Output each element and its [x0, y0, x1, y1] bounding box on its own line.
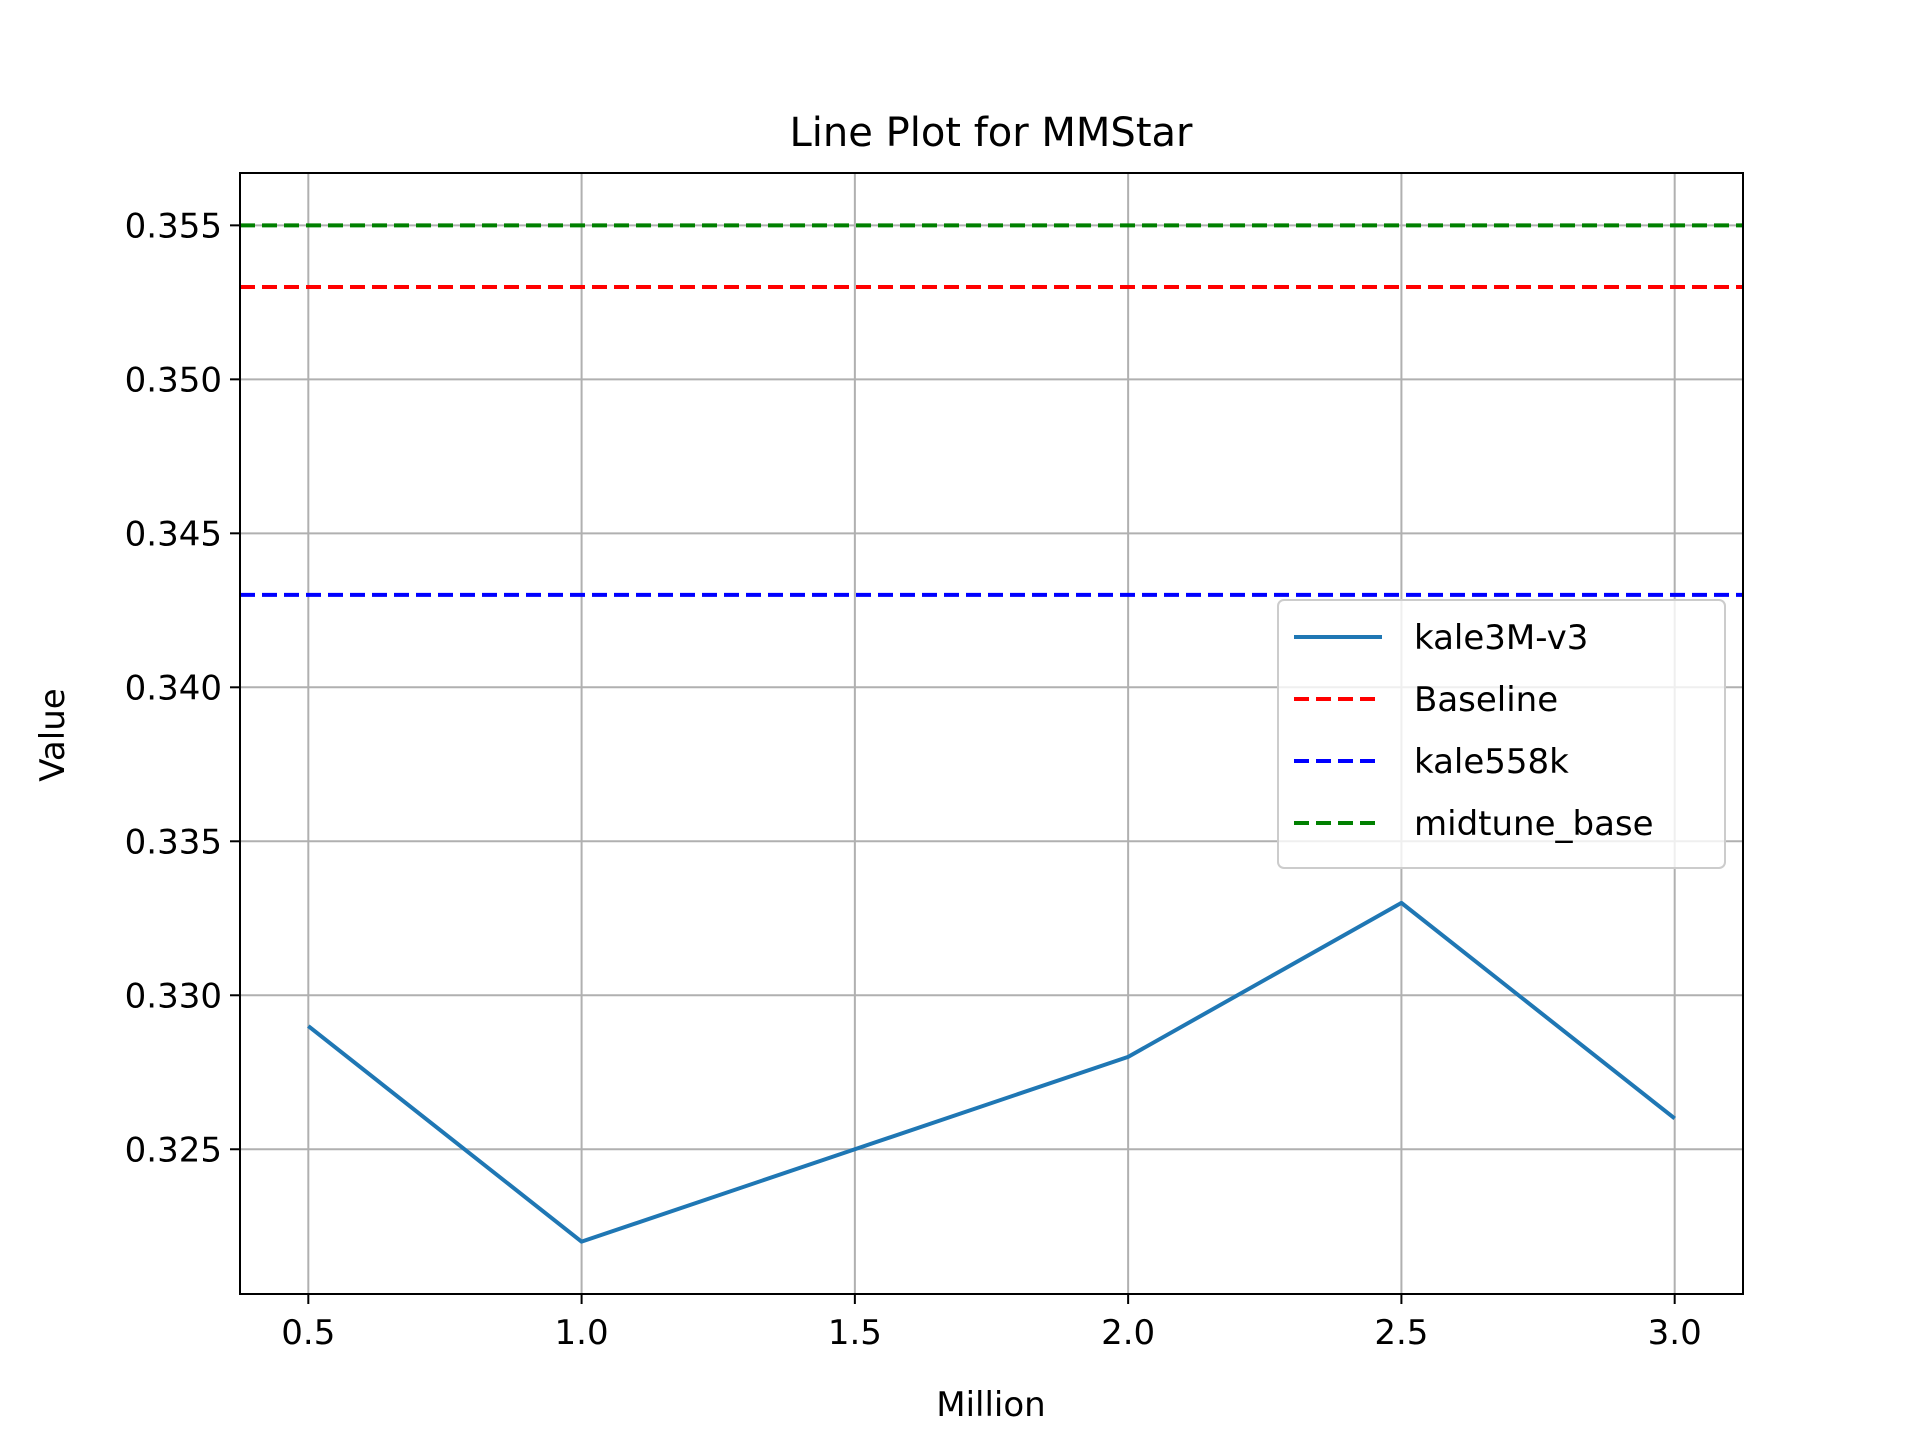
y-tick-label: 0.345 [125, 514, 222, 554]
series-line-kale3m-v3 [307, 900, 1676, 1244]
reference-lines [240, 223, 1743, 597]
y-tick-label: 0.340 [125, 668, 222, 708]
x-tick-label: 1.0 [555, 1313, 609, 1353]
x-tick-label: 1.5 [828, 1313, 882, 1353]
legend-items: kale3M-v3 Baseline kale558k midtune_base [1294, 618, 1654, 844]
y-axis-label: Value [33, 688, 73, 781]
legend-label: Baseline [1414, 680, 1558, 720]
series-lines [307, 900, 1676, 1244]
x-tick-label: 2.5 [1374, 1313, 1428, 1353]
x-axis-label: Million [936, 1385, 1045, 1425]
plot-frame [239, 172, 1744, 1295]
x-axis-ticks: 0.5 1.0 1.5 2.0 2.5 3.0 [281, 1294, 1702, 1353]
chart-title: Line Plot for MMStar [790, 110, 1194, 156]
legend-label: midtune_base [1414, 804, 1654, 844]
y-tick-label: 0.335 [125, 822, 222, 862]
y-tick-label: 0.350 [125, 360, 222, 400]
legend-label: kale3M-v3 [1414, 618, 1588, 658]
y-tick-label: 0.355 [125, 206, 222, 246]
x-tick-label: 0.5 [281, 1313, 335, 1353]
legend: kale3M-v3 Baseline kale558k midtune_base [1277, 599, 1726, 869]
y-tick-label: 0.330 [125, 976, 222, 1016]
x-tick-label: 3.0 [1648, 1313, 1702, 1353]
legend-label: kale558k [1414, 742, 1569, 782]
y-axis-ticks: 0.325 0.330 0.335 0.340 0.345 0.350 0.355 [125, 206, 240, 1170]
x-tick-label: 2.0 [1101, 1313, 1155, 1353]
y-tick-label: 0.325 [125, 1130, 222, 1170]
legend-box [1277, 599, 1726, 869]
